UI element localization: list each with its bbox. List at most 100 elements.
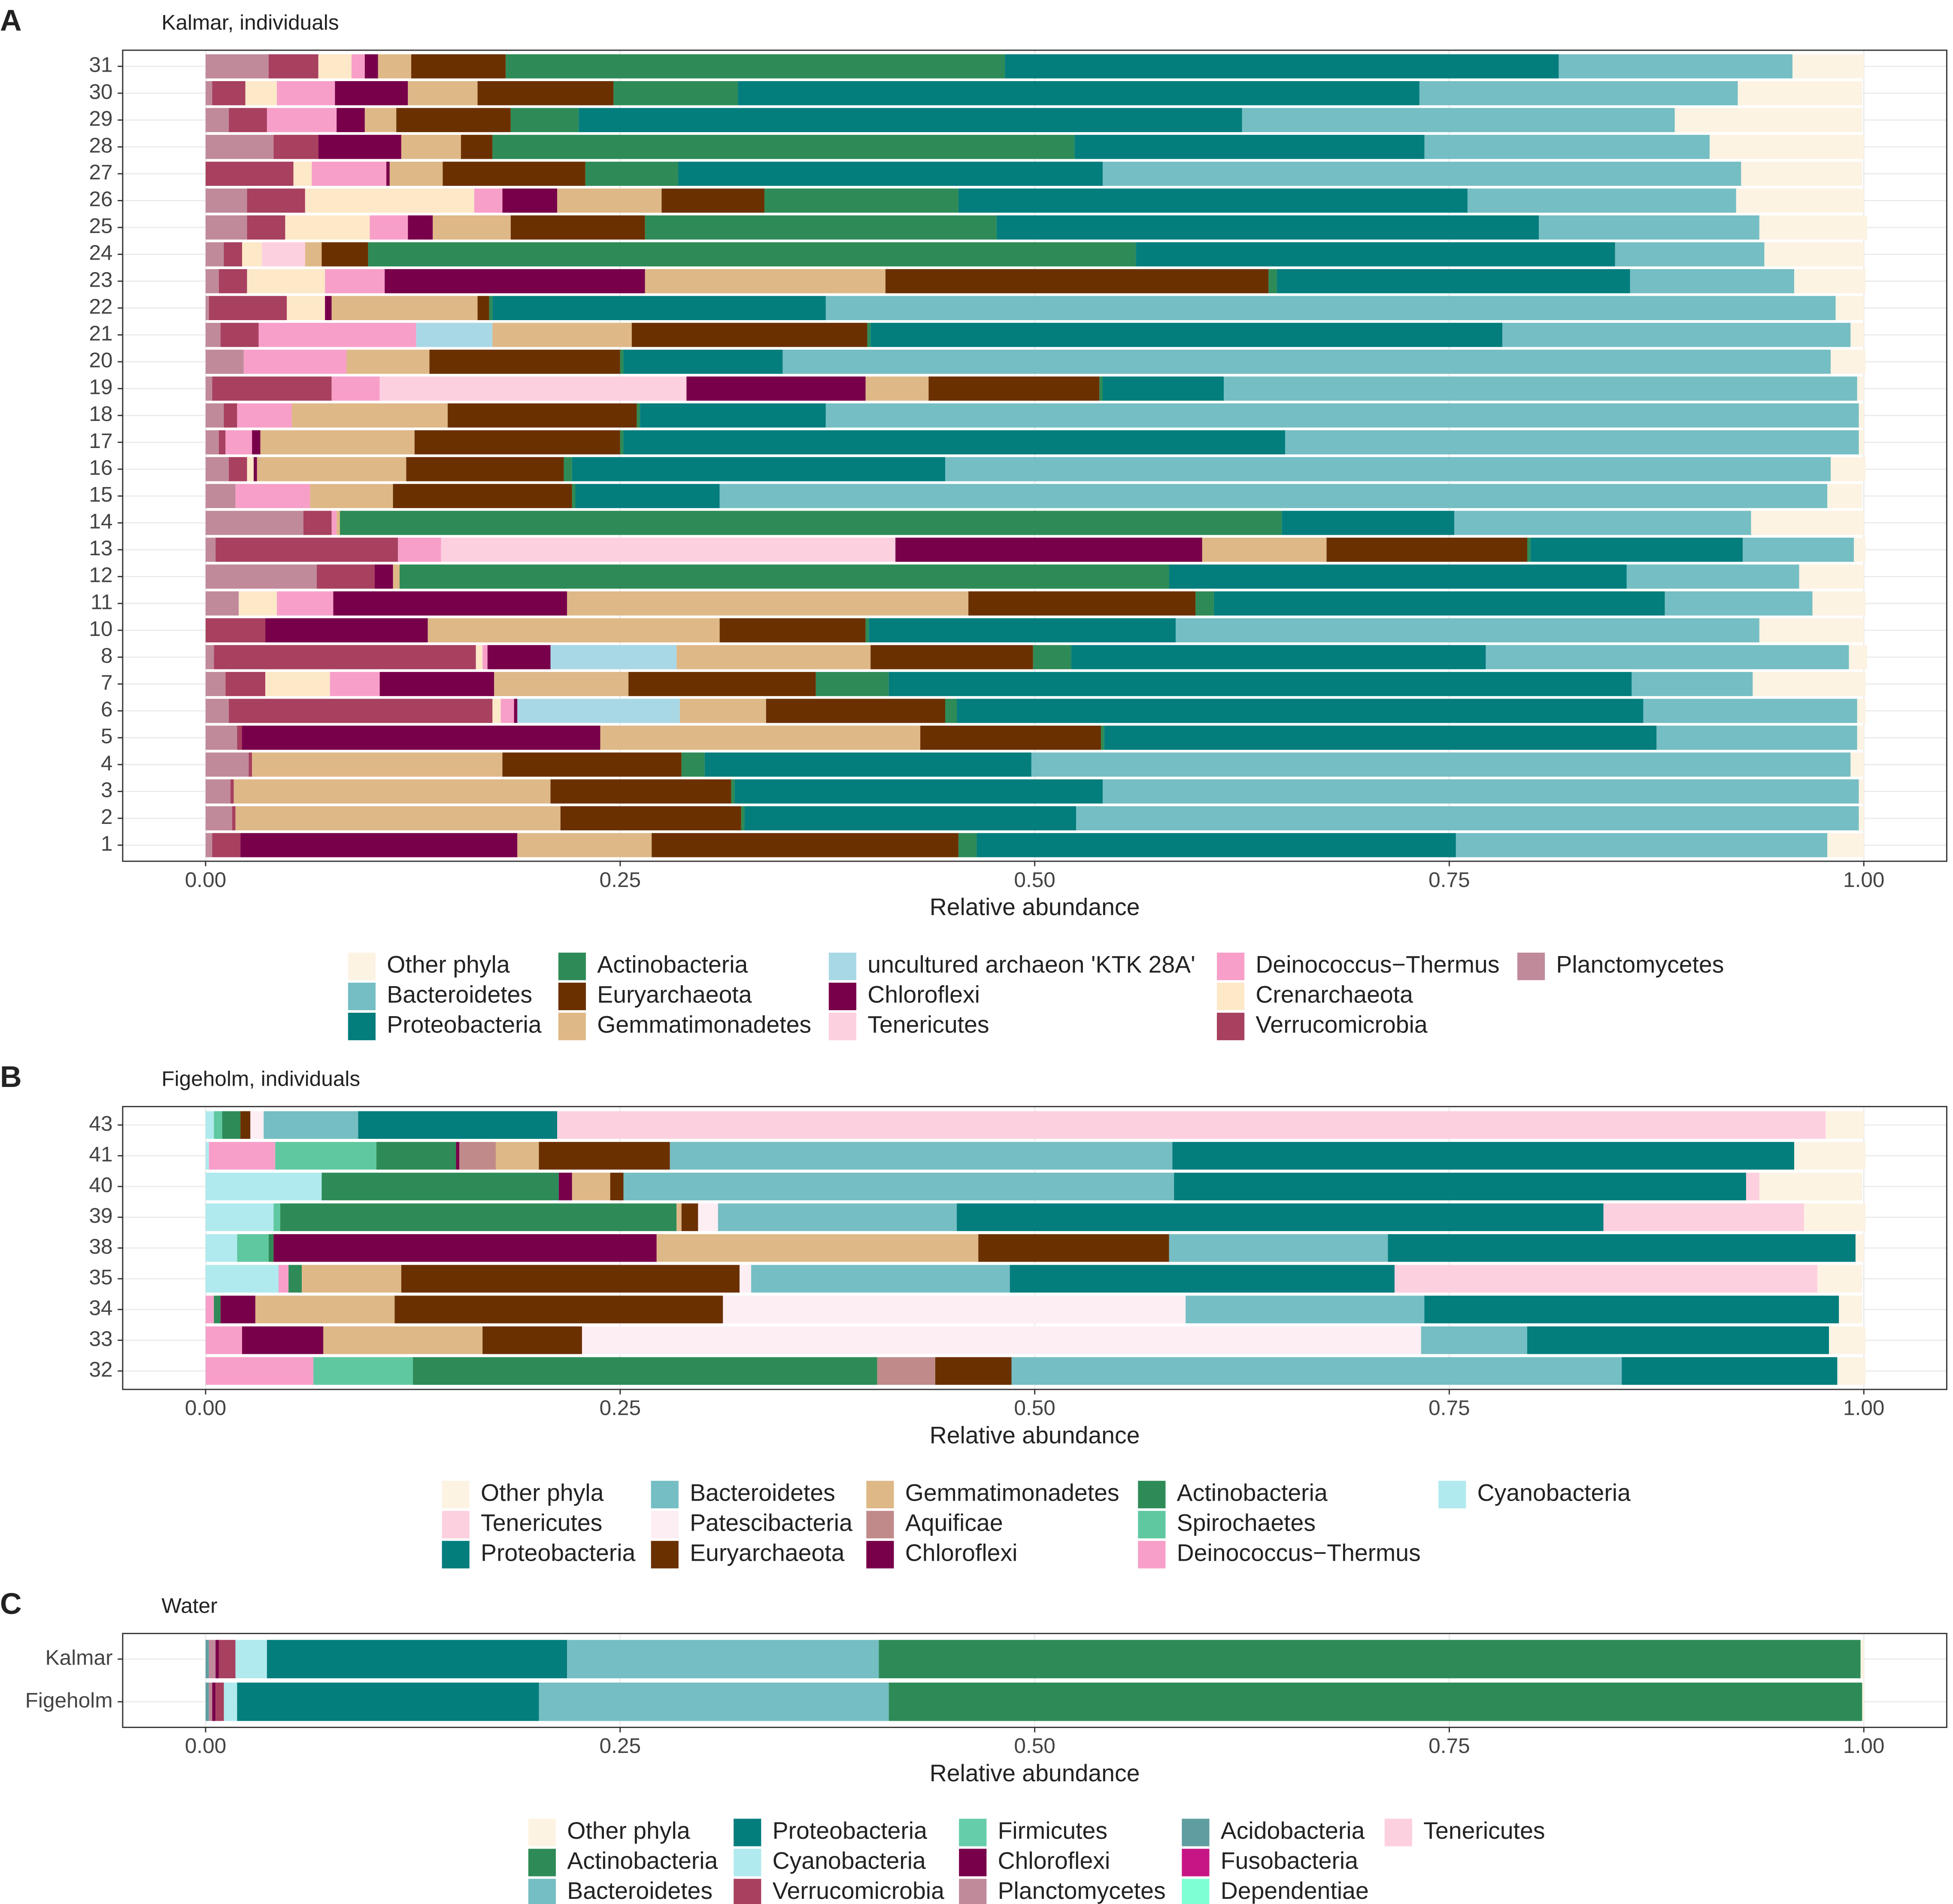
bar-segment (1736, 188, 1864, 213)
bar-segment (215, 1640, 219, 1679)
legend-key (1182, 1819, 1210, 1846)
bar-segment (1826, 1111, 1864, 1139)
legend-label: Gemmatimonadetes (597, 1011, 811, 1038)
bar-segment (865, 618, 869, 642)
bar-segment (958, 833, 977, 857)
bar-segment (567, 1640, 879, 1679)
legend-key (1138, 1480, 1166, 1508)
bar-segment (265, 618, 428, 642)
bar-segment (1753, 672, 1866, 696)
bar-segment (889, 672, 1632, 696)
legend-label: Other phyla (387, 951, 510, 978)
bar-segment (889, 1682, 1862, 1721)
bar-segment (302, 1265, 401, 1293)
bar-segment (1741, 161, 1862, 186)
bar-segment (1764, 242, 1864, 266)
bar-segment (492, 323, 632, 347)
bar-segment (492, 699, 501, 723)
bar-segment (1559, 54, 1793, 79)
bar-segment (325, 269, 385, 294)
bar-segment (287, 296, 325, 320)
bar-segment (275, 1142, 376, 1170)
legend-label: Euryarchaeota (690, 1540, 845, 1566)
bar-segment (325, 296, 332, 320)
bar-segment (1172, 1142, 1794, 1170)
bar-segment (1738, 81, 1862, 106)
bar-segment (205, 81, 212, 106)
bar-segment (1854, 537, 1866, 562)
bar-segment (242, 725, 600, 750)
bar-segment (1421, 1326, 1528, 1354)
bar-segment (610, 1172, 624, 1201)
legend-label: Deinococcus−Thermus (1177, 1540, 1421, 1566)
bar-segment (996, 215, 1539, 240)
bar-segment (331, 376, 380, 401)
legend-label: Chloroflexi (905, 1540, 1018, 1566)
bar-segment (408, 215, 433, 240)
bar-segment (1630, 269, 1794, 294)
bar-segment (1857, 376, 1864, 401)
bar-segment (741, 806, 745, 831)
bar-segment (719, 484, 1828, 509)
bar-segment (494, 672, 629, 696)
bar-segment (744, 806, 1077, 831)
bar-segment (865, 376, 929, 401)
x-tick-label: 0.75 (1428, 868, 1470, 892)
bar-segment (1857, 699, 1866, 723)
legend-label: Deinococcus−Thermus (1256, 951, 1499, 978)
bar-segment (719, 618, 866, 642)
bar-segment (229, 108, 267, 132)
bar-segment (205, 269, 219, 294)
bar-segment (739, 1265, 752, 1293)
bar-segment (288, 1265, 302, 1293)
x-axis-label: Relative abundance (930, 1760, 1140, 1786)
bar-segment (247, 269, 325, 294)
bar-segment (214, 645, 476, 669)
x-tick-label: 0.25 (600, 1734, 641, 1758)
bar-segment (333, 591, 567, 616)
y-tick-label: 12 (89, 563, 112, 587)
bar-segment (205, 1172, 322, 1201)
bar-segment (205, 1142, 209, 1170)
bar-segment (1746, 1172, 1759, 1201)
bar-segment (257, 457, 406, 481)
bar-segment (375, 564, 393, 589)
bar-segment (237, 403, 292, 428)
bar-segment (448, 403, 637, 428)
y-tick-label: 16 (89, 455, 112, 479)
bar-segment (252, 752, 503, 777)
bar-segment (351, 54, 365, 79)
bar-segment (205, 752, 249, 777)
legend-label: Planctomycetes (1556, 951, 1724, 978)
legend-label: Bacteroidetes (387, 981, 532, 1008)
bar-segment (482, 645, 488, 669)
bar-segment (230, 779, 234, 804)
y-tick-label: 17 (89, 429, 112, 453)
y-tick-label: 38 (89, 1234, 112, 1258)
legend-label: Patescibacteria (690, 1510, 852, 1536)
bar-segment (1103, 376, 1224, 401)
legend-key (959, 1879, 987, 1904)
bar-segment (945, 457, 1831, 481)
bar-segment (316, 564, 375, 589)
bar-segment (1202, 537, 1327, 562)
bar-segment (331, 296, 478, 320)
bar-segment (539, 1682, 889, 1721)
bar-segment (631, 323, 867, 347)
bar-segment (245, 81, 277, 106)
bar-segment (613, 81, 738, 106)
bar-segment (620, 430, 624, 454)
legend-key (959, 1849, 987, 1877)
bar-segment (1527, 1326, 1829, 1354)
bar-segment (645, 215, 997, 240)
bar-segment (212, 1682, 216, 1721)
bar-segment (1467, 188, 1736, 213)
bar-segment (337, 108, 365, 132)
bar-segment (1827, 833, 1864, 857)
bar-segment (305, 242, 322, 266)
x-tick-label: 0.00 (185, 1734, 226, 1758)
y-tick-label: 2 (101, 805, 113, 829)
legend-key (528, 1849, 556, 1877)
y-tick-label: 35 (89, 1265, 112, 1289)
